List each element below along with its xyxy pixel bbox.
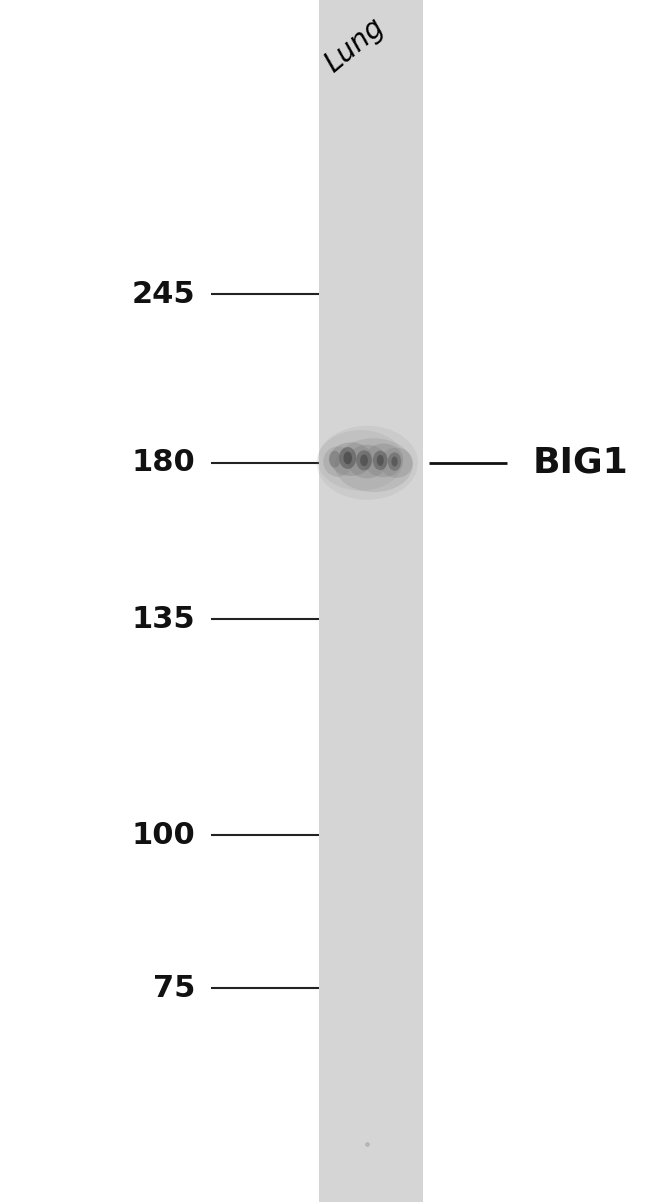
Ellipse shape — [377, 454, 384, 466]
Ellipse shape — [364, 444, 403, 477]
Ellipse shape — [339, 447, 356, 469]
Ellipse shape — [330, 442, 372, 476]
Ellipse shape — [317, 426, 418, 500]
Ellipse shape — [329, 451, 341, 468]
Ellipse shape — [391, 457, 398, 466]
Ellipse shape — [388, 452, 401, 471]
Text: 100: 100 — [131, 821, 195, 850]
Ellipse shape — [356, 451, 372, 470]
Ellipse shape — [373, 451, 387, 470]
Ellipse shape — [348, 445, 387, 478]
Text: 75: 75 — [153, 974, 195, 1002]
Text: 245: 245 — [131, 280, 195, 309]
Bar — [318, 0, 422, 1202]
Ellipse shape — [318, 430, 404, 490]
Ellipse shape — [335, 439, 413, 492]
Ellipse shape — [380, 447, 413, 478]
Text: 180: 180 — [131, 448, 195, 477]
Text: 135: 135 — [131, 605, 195, 633]
Ellipse shape — [323, 446, 353, 477]
Text: BIG1: BIG1 — [533, 446, 629, 480]
Ellipse shape — [360, 454, 368, 466]
Text: Lung: Lung — [319, 13, 389, 78]
Ellipse shape — [343, 452, 352, 464]
